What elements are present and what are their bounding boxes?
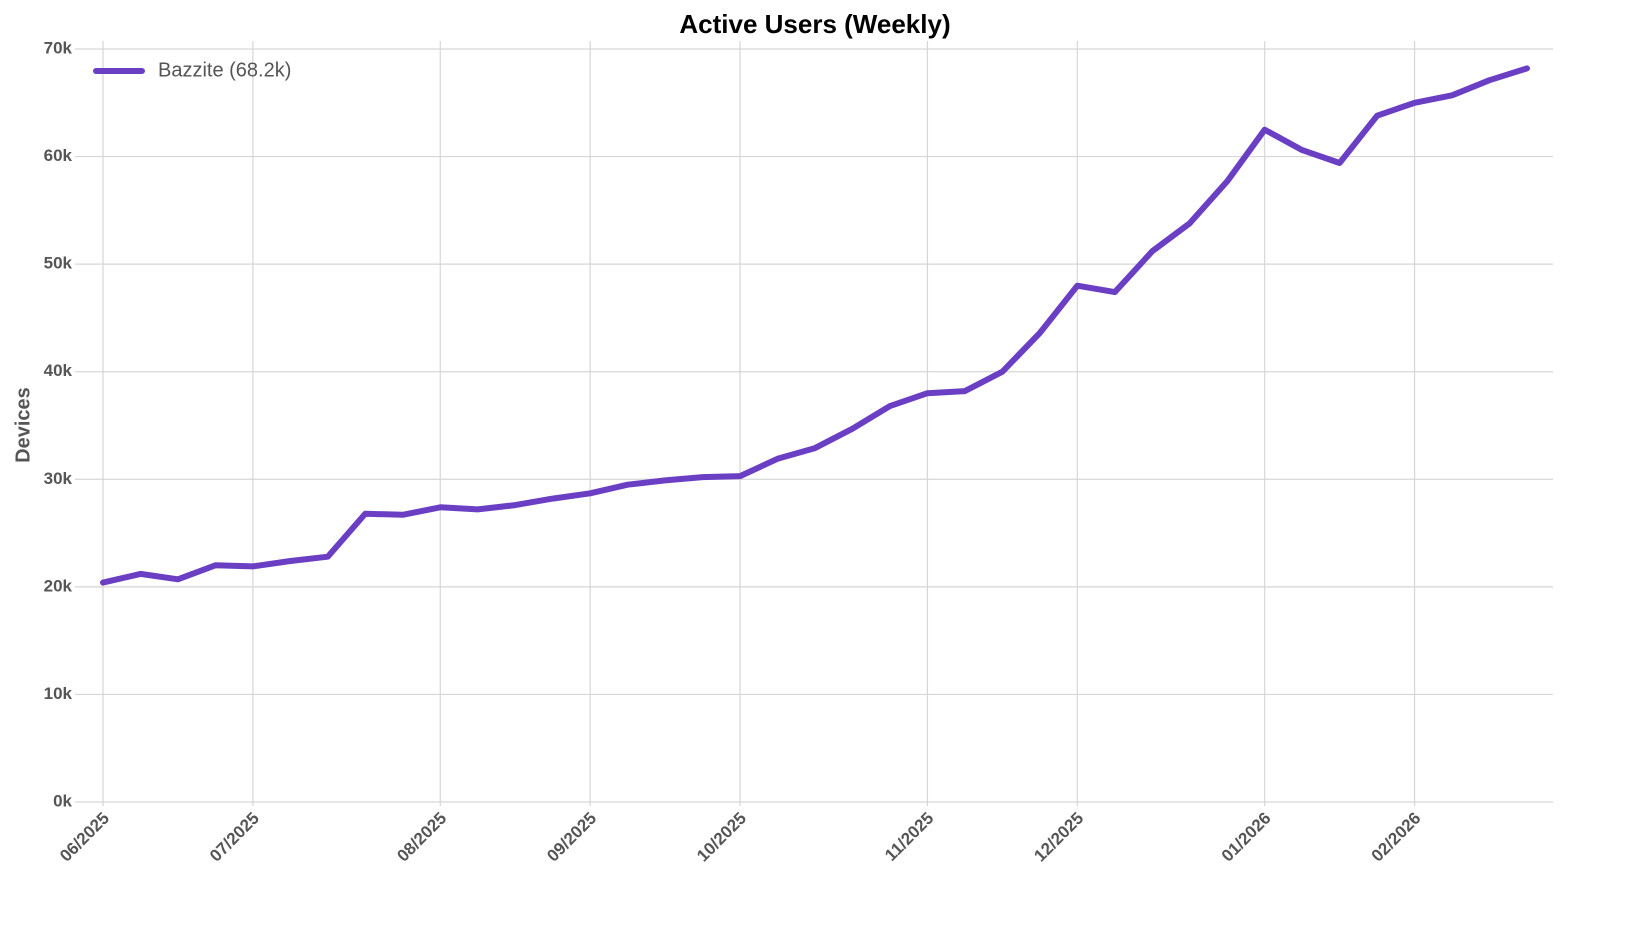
x-tick-label: 08/2025 [393,809,450,866]
y-tick-label: 60k [44,146,73,165]
x-tick-label: 01/2026 [1218,809,1275,866]
x-tick-label: 10/2025 [693,809,750,866]
y-tick-label: 10k [44,684,73,703]
y-tick-label: 40k [44,361,73,380]
x-tick-label: 07/2025 [206,809,263,866]
x-tick-label: 09/2025 [543,809,600,866]
x-tick-label: 02/2026 [1368,809,1425,866]
chart-title: Active Users (Weekly) [679,9,950,39]
y-tick-label: 70k [44,38,73,57]
y-axis-label: Devices [12,387,34,463]
x-tick-label: 12/2025 [1030,809,1087,866]
legend-label: Bazzite (68.2k) [158,59,291,81]
y-tick-label: 20k [44,576,73,595]
x-tick-label: 06/2025 [56,809,113,866]
x-tick-label: 11/2025 [881,809,937,865]
y-tick-label: 0k [53,791,72,810]
y-tick-label: 30k [44,469,73,488]
line [100,65,1530,586]
y-tick-label: 50k [44,254,73,273]
